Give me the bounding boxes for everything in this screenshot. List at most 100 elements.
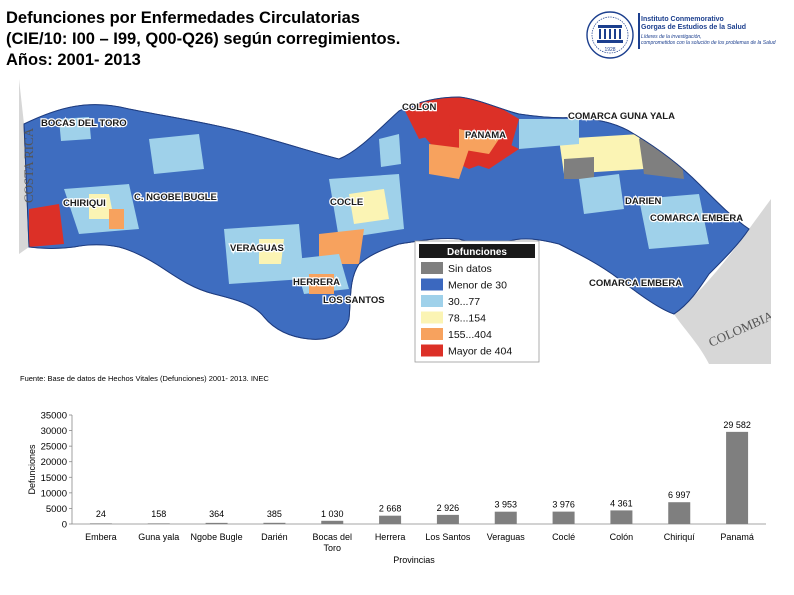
bar-chart: 0 5000 10000 15000 20000 25000 30000 35000 24 Em… [27, 411, 766, 565]
chart-bars [89, 431, 749, 524]
patch-herrera-2 [309, 274, 334, 294]
x-tick-label: Los Santos [425, 532, 471, 542]
bar-value-label: 2 926 [437, 503, 460, 513]
x-axis-title: Provincias [393, 555, 435, 565]
x-tick-label: Embera [85, 532, 117, 542]
page-title: Defunciones por Enfermedades Circulatori… [6, 8, 566, 71]
bar [552, 511, 575, 524]
patch-colon [404, 104, 439, 139]
bar-value-label: 1 030 [321, 509, 344, 519]
legend-label: 30...77 [448, 296, 480, 308]
x-tick-label: Guna yala [138, 532, 179, 542]
logo-tagline-1: Líderes de la investigación, [641, 34, 702, 40]
bar-value-label: 29 582 [723, 420, 751, 430]
patch-veraguas-2 [259, 239, 284, 264]
patch-chiriqui-3 [109, 209, 124, 229]
bar-value-label: 24 [96, 509, 106, 519]
bar [726, 431, 749, 524]
patch-panama-outer [459, 129, 499, 154]
logo-tagline-2: comprometidos con la solución de los pro… [641, 40, 776, 46]
chart-labels: 24 Embera 158 Guna yala 364 Ngobe Bugle 385 Dar… [85, 420, 754, 553]
institute-logo: 1928 Instituto Conmemorativo Gorgas de E… [584, 10, 784, 60]
legend-swatch [421, 311, 443, 324]
source-note: Fuente: Base de datos de Hechos Vitales … [20, 374, 269, 383]
y-tick-label: 20000 [41, 457, 67, 468]
label-cocle: COCLE [330, 197, 363, 208]
legend-title: Defunciones [447, 247, 507, 258]
patch-chiriqui-2 [89, 194, 114, 219]
institute-seal-icon: 1928 [586, 11, 634, 59]
patch-darien-2 [579, 174, 624, 214]
patch-darien-1 [639, 194, 709, 249]
bar-value-label: 385 [267, 509, 282, 519]
patch-cocle-2 [349, 189, 389, 224]
y-tick-label: 0 [62, 520, 67, 531]
legend-swatch [421, 262, 443, 274]
bar [668, 502, 691, 524]
bar-value-label: 158 [151, 509, 166, 519]
patch-guna-2 [519, 119, 579, 149]
label-colon: COLON [402, 102, 436, 113]
x-tick-label: Ngobe Bugle [191, 532, 243, 542]
legend-label: Menor de 30 [448, 280, 507, 292]
logo-org-line-2: Gorgas de Estudios de la Salud [641, 24, 747, 31]
bar [205, 522, 228, 524]
x-tick-label: Coclé [552, 532, 575, 542]
title-line-1: Defunciones por Enfermedades Circulatori… [6, 9, 360, 27]
legend-label: Mayor de 404 [448, 346, 512, 358]
map-legend: Defunciones Sin datos Menor de 30 30...77 7… [414, 240, 540, 363]
bar-value-label: 4 361 [610, 498, 633, 508]
bar [263, 522, 286, 524]
x-tick-label: Veraguas [487, 532, 526, 542]
bar [494, 511, 517, 524]
logo-tagline: Líderes de la investigación, comprometid… [641, 34, 776, 46]
bar-value-label: 3 953 [494, 500, 517, 510]
label-los-santos: LOS SANTOS [323, 295, 385, 306]
legend-swatch [421, 328, 443, 340]
bar [89, 523, 112, 524]
seal-year: 1928 [604, 47, 615, 53]
label-embera-1: COMARCA EMBERA [650, 213, 743, 224]
x-tick-label: Colón [610, 532, 634, 542]
title-line-2: (CIE/10: I00 – I99, Q00-Q26) según corre… [6, 30, 401, 48]
label-herrera: HERRERA [293, 277, 340, 288]
y-tick-label: 5000 [46, 504, 67, 515]
bar-value-label: 3 976 [552, 500, 575, 510]
legend-swatch [421, 278, 443, 291]
colombia-area [674, 199, 771, 364]
legend-swatch [421, 295, 443, 307]
bar [610, 510, 633, 524]
legend-label: 155...404 [448, 329, 492, 341]
y-tick-label: 10000 [41, 488, 67, 499]
costa-rica-area [19, 79, 29, 254]
corregimiento-patches [29, 97, 709, 294]
bar [147, 523, 170, 524]
label-guna: COMARCA GUNA YALA [568, 111, 675, 122]
label-ngobe: C. NGOBE BUGLE [134, 192, 217, 203]
legend-swatch [421, 344, 443, 357]
label-embera-2: COMARCA EMBERA [589, 278, 682, 289]
legend-header [419, 244, 535, 258]
bar-value-label: 2 668 [379, 504, 402, 514]
bar-value-label: 364 [209, 509, 224, 519]
bar [379, 515, 402, 524]
label-panama: PANAMA [465, 130, 506, 141]
y-axis-title: Defunciones [27, 444, 37, 495]
bar [321, 520, 344, 524]
patch-colon-west [379, 134, 401, 167]
logo-divider [638, 13, 640, 49]
legend-items: Sin datos Menor de 30 30...77 78...154 155..… [421, 262, 512, 358]
chart-axes: 0 5000 10000 15000 20000 25000 30000 35000 [41, 411, 766, 531]
patch-bocas [59, 117, 91, 141]
legend-label: 78...154 [448, 313, 486, 325]
title-line-3: Años: 2001- 2013 [6, 51, 141, 69]
y-tick-label: 15000 [41, 473, 67, 484]
logo-org-name: Instituto Conmemorativo Gorgas de Estudi… [641, 16, 746, 32]
legend-label: Sin datos [448, 263, 492, 275]
bar-value-label: 6 997 [668, 490, 691, 500]
patch-ngobe [149, 134, 204, 174]
x-tick-label: Panamá [720, 532, 754, 542]
y-tick-label: 30000 [41, 426, 67, 437]
x-tick-label: Chiriquí [664, 532, 696, 542]
x-tick-label: Darién [261, 532, 288, 542]
